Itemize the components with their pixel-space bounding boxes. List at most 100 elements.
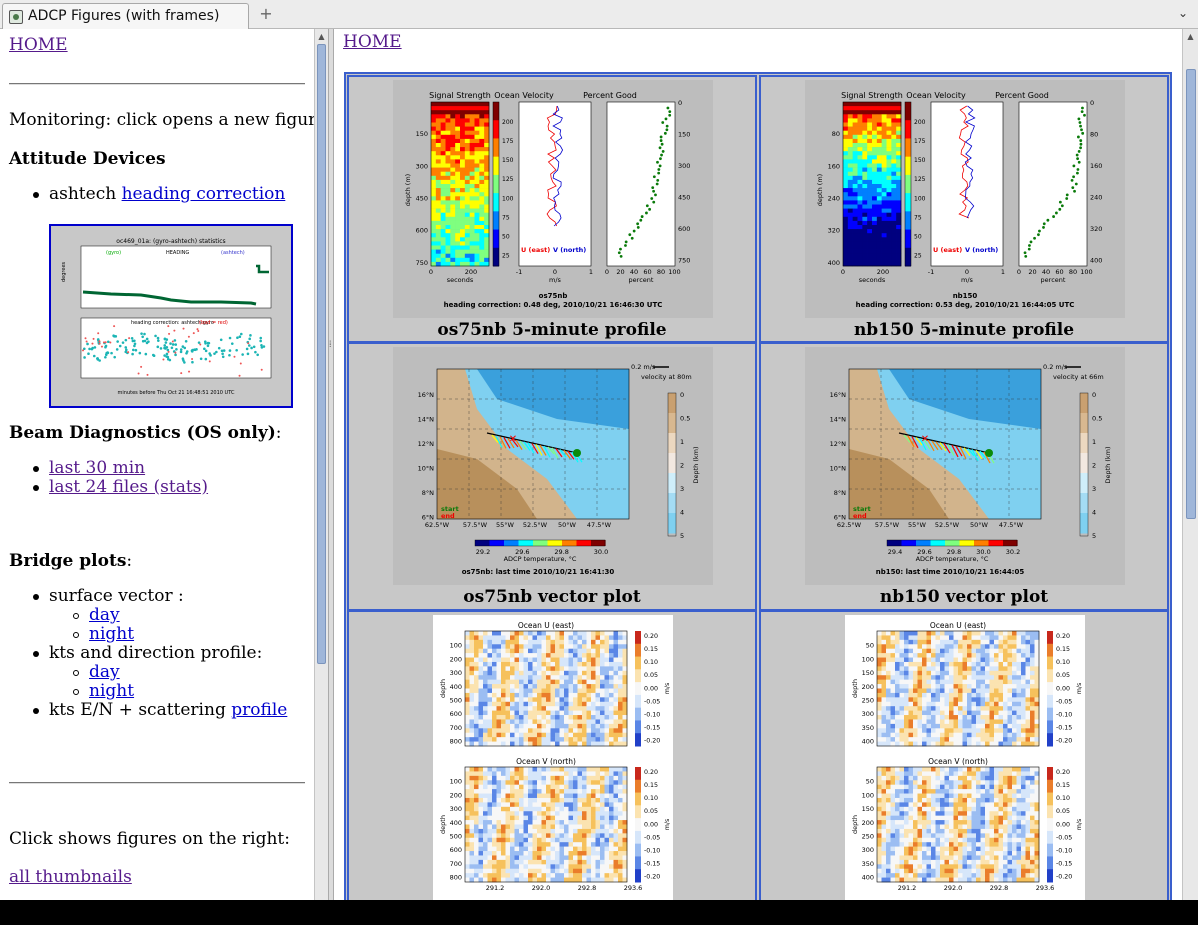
contour-cell [618,688,623,694]
contour-cell [994,666,999,672]
contour-cell [595,789,601,794]
contour-cell [582,864,587,870]
contour-cell [618,780,623,785]
last-30-min-link[interactable]: last 30 min [49,458,146,478]
contour-cell [922,793,927,799]
colorbar-segment [635,669,641,683]
contour-cell [935,820,941,825]
scattering-profile-link[interactable]: profile [231,700,288,720]
contour-cell [550,653,556,658]
contour-cell [922,815,927,821]
signal-cell [857,208,863,213]
contour-cell [568,635,574,641]
last-24-files-link[interactable]: last 24 files (stats) [49,477,209,497]
contour-cell [899,789,905,794]
scroll-up-arrow-icon[interactable]: ▲ [318,32,325,41]
nb150-contour-figure[interactable]: Ocean U (east) 50 100 150 200 250 300 350 400 dep… [845,615,1085,900]
contour-cell [904,675,909,680]
contour-cell [532,824,538,830]
contour-cell [976,670,981,676]
contour-cell [496,701,502,707]
kts-profile-day-link[interactable]: day [89,662,120,682]
contour-cell [568,784,574,790]
signal-cell [445,261,451,267]
contour-cell [944,684,950,689]
signal-cell [843,130,849,136]
os75nb-contour-figure[interactable]: Ocean U (east) 100 200 300 400 500 600 700 800 de… [433,615,673,900]
contour-cell [895,864,900,870]
contour-cell [908,868,914,874]
contour-cell [546,635,551,641]
contour-cell [976,666,981,672]
signal-cell [455,151,461,156]
surface-vector-day-link[interactable]: day [89,605,120,625]
surface-vector-night-link[interactable]: night [89,624,135,644]
signal-cell [464,245,470,250]
contour-cell [1030,715,1035,720]
heading-correction-thumbnail[interactable]: oc469_01a: (gyro-ashtech) statistics (gy… [49,224,293,408]
contour-cell [555,675,560,680]
signal-cell [450,171,456,177]
signal-cell [445,138,451,144]
signal-cell [474,159,480,164]
contour-cell [949,719,954,725]
contour-cell [573,653,578,658]
contour-cell [577,802,583,808]
signal-cell [464,147,470,152]
nb150-profile-figure[interactable]: Signal Strength Ocean Velocity Percent Goo… [805,80,1125,318]
signal-cell [479,159,485,164]
new-tab-plus-icon[interactable]: + [259,4,273,23]
signal-cell [474,220,480,226]
contour-cell [546,666,551,672]
nb150-vector-figure[interactable]: ✕ start end 16°N 14°N 12°N 10°N 8°N 6°N 62.5°W 57.… [805,347,1125,585]
contour-cell [618,842,623,847]
contour-cell [550,775,556,781]
contour-cell [496,719,502,725]
contour-cell [559,815,565,821]
contour-cell [474,851,479,856]
contour-cell [510,715,515,720]
instrument-label: os75nb [539,292,568,300]
left-frame-scrollbar[interactable]: ▲ [314,29,328,900]
tab-list-chevron-down-icon[interactable]: ⌄ [1177,6,1188,20]
kts-profile-night-link[interactable]: night [89,681,135,701]
right-home-link[interactable]: HOME [343,32,402,52]
contour-cell [487,648,493,654]
contour-cell [886,824,891,830]
ashtech-label: ashtech [49,184,117,204]
contour-cell [989,648,995,654]
contour-cell [591,679,596,685]
signal-cell [460,249,466,254]
contour-cell [1003,692,1008,698]
contour-cell [980,644,986,649]
velocity-vector [975,449,983,460]
contour-cell [496,670,502,676]
signal-cell [479,220,485,226]
contour-cell [613,859,619,865]
contour-cell [899,706,905,711]
os75nb-vector-figure[interactable]: ✕ start end 16°N 14°N 12°N 10°N 8°N 6°N 62.5°W 57.… [393,347,713,585]
contour-cell [469,723,475,729]
percent-good-point [1027,247,1031,251]
signal-cell [881,159,887,164]
contour-cell [483,715,488,720]
frame-resize-handle[interactable]: ⁞ [328,29,334,900]
contour-cell [917,715,923,720]
contour-cell [510,635,515,641]
contour-cell [501,820,506,825]
heading-correction-link[interactable]: heading correction [121,184,286,204]
contour-cell [568,675,574,680]
os75nb-profile-figure[interactable]: Signal Strength Ocean Velocity Percent Goo… [393,80,713,318]
contour-cell [890,780,896,785]
contour-cell [899,771,905,777]
pg-depth-tick: 160 [1090,162,1102,170]
contour-cell [595,648,601,654]
contour-cell [935,824,941,830]
contour-cell [622,767,628,772]
signal-cell [445,106,451,111]
tab-adcp-figures[interactable]: ADCP Figures (with frames) [2,3,249,29]
contour-cell [904,864,909,870]
scroll-thumb[interactable] [317,44,326,664]
all-thumbnails-link[interactable]: all thumbnails [9,867,132,887]
home-link[interactable]: HOME [9,35,68,55]
